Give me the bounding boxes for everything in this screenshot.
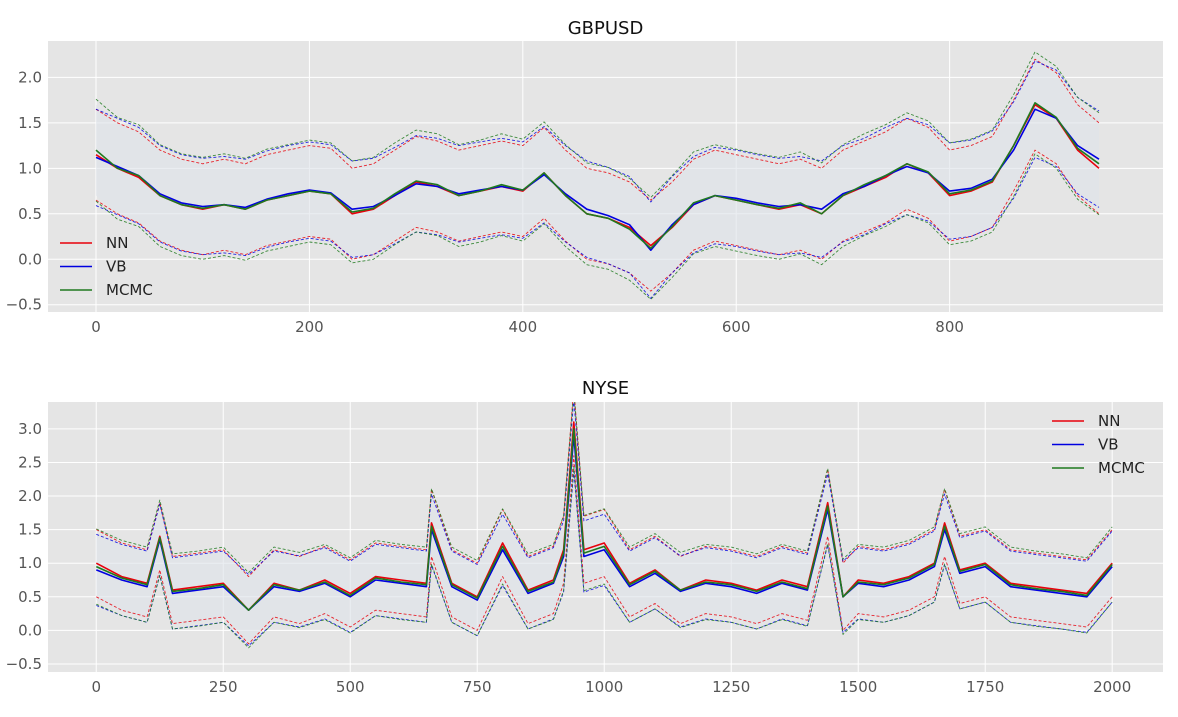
y-tick-label: 1.5 bbox=[18, 114, 42, 132]
x-tick-label: 500 bbox=[336, 678, 365, 696]
series-group bbox=[95, 51, 1100, 300]
y-tick-label: 1.0 bbox=[18, 159, 42, 177]
legend-label-mcmc: MCMC bbox=[1098, 459, 1145, 477]
x-tick-label: 800 bbox=[935, 318, 964, 336]
x-tick-label: 200 bbox=[295, 318, 324, 336]
series-bound-nn bbox=[95, 58, 1100, 201]
x-tick-label: 0 bbox=[91, 318, 101, 336]
series-bound-mcmc bbox=[95, 153, 1100, 300]
y-tick-label: 2.0 bbox=[18, 68, 42, 86]
y-tick-label: 2.0 bbox=[18, 487, 42, 505]
x-tick-label: 0 bbox=[91, 678, 101, 696]
x-tick-label: 600 bbox=[722, 318, 751, 336]
y-tick-label: 1.0 bbox=[18, 554, 42, 572]
legend-label-mcmc: MCMC bbox=[106, 281, 153, 299]
series-bound-nn bbox=[95, 149, 1100, 292]
chart-title: NYSE bbox=[582, 378, 629, 399]
x-tick-label: 2000 bbox=[1093, 678, 1131, 696]
y-tick-label: 2.5 bbox=[18, 453, 42, 471]
series-line-mcmc bbox=[95, 102, 1100, 250]
y-tick-label: 0.0 bbox=[18, 250, 42, 268]
chart-gbpusd: GBPUSD 0 200 400 600 800 −0.5 0.0 0.5 1.0 1.5 2.0 NN… bbox=[6, 18, 1163, 336]
series-group bbox=[95, 402, 1113, 649]
x-tick-label: 1500 bbox=[839, 678, 877, 696]
series-bound-vb bbox=[96, 402, 1113, 576]
chart-title: GBPUSD bbox=[568, 18, 644, 39]
x-tick-label: 750 bbox=[463, 678, 492, 696]
legend-label-nn: NN bbox=[106, 234, 128, 252]
series-line-mcmc bbox=[95, 428, 1113, 611]
x-tick-label: 1750 bbox=[966, 678, 1004, 696]
y-tick-label: 0.5 bbox=[18, 205, 42, 223]
x-tick-label: 400 bbox=[508, 318, 537, 336]
y-tick-label: 0.0 bbox=[18, 621, 42, 639]
y-tick-label: 1.5 bbox=[18, 521, 42, 539]
legend-label-vb: VB bbox=[1098, 436, 1119, 454]
x-tick-label: 1000 bbox=[585, 678, 623, 696]
series-bound-vb bbox=[95, 60, 1100, 203]
x-tick-label: 250 bbox=[209, 678, 238, 696]
series-bound-mcmc bbox=[96, 466, 1113, 649]
y-tick-label: −0.5 bbox=[6, 296, 42, 314]
x-tick-label: 1250 bbox=[712, 678, 750, 696]
y-tick-label: 0.5 bbox=[18, 588, 42, 606]
series-bound-mcmc bbox=[95, 51, 1100, 198]
y-tick-label: 3.0 bbox=[18, 420, 42, 438]
series-bound-vb bbox=[95, 156, 1100, 299]
legend-label-nn: NN bbox=[1098, 412, 1120, 430]
legend-label-vb: VB bbox=[106, 258, 127, 276]
y-tick-label: −0.5 bbox=[6, 655, 42, 673]
credible-band bbox=[96, 57, 1099, 294]
series-bound-mcmc bbox=[96, 402, 1113, 574]
series-bound-nn bbox=[96, 455, 1113, 645]
chart-nyse: NYSE 0 250 500 750 1000 1250 1500 1750 2000 −0.5 0.… bbox=[6, 378, 1163, 696]
